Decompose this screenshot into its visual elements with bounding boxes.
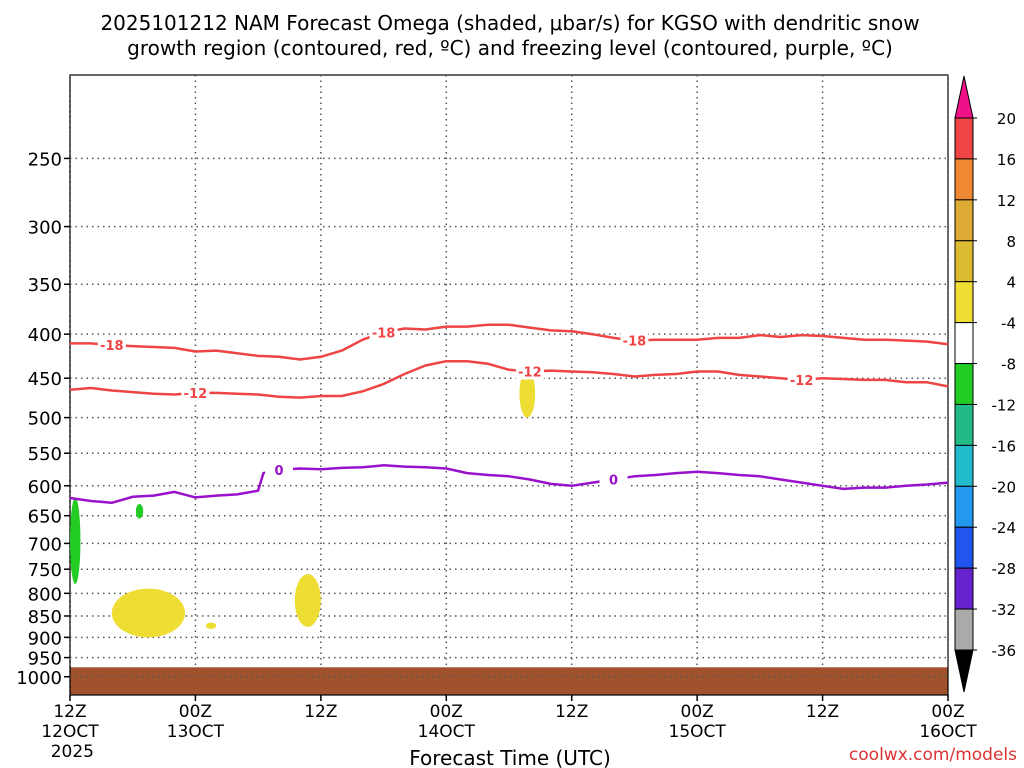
y-tick-label: 650 [28,507,62,528]
contour-label-bg [620,332,649,349]
colorbar-label: -20 [992,478,1017,496]
colorbar-label: -12 [992,396,1017,414]
chart-title-line2: growth region (contoured, red, ºC) and f… [127,36,893,60]
contour-label-bg [97,337,126,354]
contour-label-bg [181,384,210,401]
y-tick-label: 950 [28,649,62,670]
x-tick-label: 15OCT [669,722,727,742]
omega-patch-2 [111,588,185,638]
y-tick-label: 700 [28,534,62,555]
colorbar-label: -24 [992,519,1017,537]
colorbar-label: -4 [1001,315,1016,333]
colorbar-band-9 [954,485,974,528]
colorbar-band-4 [954,281,974,324]
omega-patch-1 [135,504,144,519]
contour-label: -18 [372,326,396,341]
contour-2 [69,464,949,505]
colorbar-top-arrow [954,75,974,119]
contour-label: -18 [623,335,647,350]
y-tick-label: 400 [28,325,62,346]
contour-label-bg [787,371,816,388]
x-tick-label: 12Z [555,702,588,722]
omega-patch-0 [70,498,81,584]
colorbar-band-3 [954,240,974,283]
y-tick-label: 300 [28,218,62,239]
colorbar-band-6 [954,363,974,405]
ground-fill [70,667,948,695]
contour-label-bg [369,324,398,341]
x-tick-label: 00Z [430,702,463,722]
colorbar: 20 16 12 8 4 -4 -8 -12 -16 -20 -24 -28 -32 -36 [954,75,1017,693]
grid-lines [69,75,949,678]
x-tick-label: 00Z [931,702,964,722]
colorbar-label: -32 [992,601,1017,619]
colorbar-label: 20 [997,110,1016,128]
y-tick-label: 250 [28,149,62,170]
colorbar-label: -36 [992,642,1017,660]
contour-label-bg [515,363,544,380]
y-tick-label: 600 [28,477,62,498]
contour-lines: -18 -18 -18 -12 -12 -12 0 0 [69,323,949,505]
colorbar-label: -16 [992,437,1017,455]
x-tick-label: 12OCT [41,722,99,742]
y-tick-label: 800 [28,584,62,605]
x-tick-label: 00Z [179,702,212,722]
y-tick-label: 550 [28,444,62,465]
contour-label: -18 [100,339,124,354]
contour-label: 0 [275,464,284,479]
contour-label: -12 [184,387,208,402]
omega-patch-3 [205,622,217,629]
colorbar-band-2 [954,199,974,242]
colorbar-bottom-arrow [954,649,974,693]
colorbar-label: 12 [997,192,1016,210]
contour-0 [70,323,949,361]
y-tick-label: 750 [28,560,62,581]
x-tick-label: 14OCT [418,722,476,742]
omega-patch-4 [294,574,321,627]
colorbar-band-11 [954,567,974,610]
contour-label: 0 [609,473,618,488]
colorbar-band-gray-fill [954,608,974,651]
colorbar-label: -28 [992,560,1017,578]
y-tick-label: 850 [28,607,62,628]
x-tick-label: 12Z [53,702,86,722]
x-tick-label: 16OCT [919,722,977,742]
contour-label: -12 [790,374,814,389]
x-axis-label: Forecast Time (UTC) [409,746,611,768]
colorbar-band-7 [954,403,974,446]
omega-shading [70,369,536,638]
y-tick-label: 350 [28,275,62,296]
credit-text: coolwx.com/models [849,745,1017,765]
colorbar-label: 16 [997,151,1016,169]
y-tick-label: 1000 [16,668,62,689]
x-tick-label: 12Z [304,702,337,722]
contour-label: -12 [518,365,542,380]
colorbar-label: 8 [1006,233,1016,251]
colorbar-band-1 [954,158,974,201]
colorbar-band-0 [954,117,974,160]
x-tick-label: 13OCT [167,722,225,742]
x-tick-label: 00Z [681,702,714,722]
x-tick-label: 2025 [51,742,94,762]
y-tick-label: 500 [28,409,62,430]
omega-patch-5 [519,369,536,418]
y-tick-label: 900 [28,628,62,649]
x-tick-label: 12Z [806,702,839,722]
contour-label-bg [265,461,294,478]
colorbar-label: -8 [1001,356,1016,374]
y-axis: 2503003504004505005506006507007508008509… [16,149,70,689]
colorbar-band-5 [954,322,974,365]
chart-title-line1: 2025101212 NAM Forecast Omega (shaded, μ… [100,11,919,35]
contour-label-bg [599,471,628,488]
colorbar-label: 4 [1006,274,1016,292]
colorbar-band-8 [954,444,974,487]
colorbar-band-10 [954,526,974,569]
y-tick-label: 450 [28,369,62,390]
